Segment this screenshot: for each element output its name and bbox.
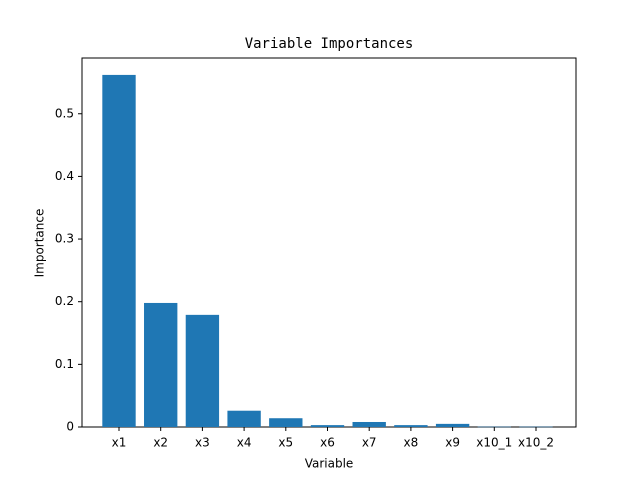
- x-tick-label: x2: [153, 436, 168, 450]
- bar: [102, 74, 136, 428]
- x-tick-label: x9: [445, 436, 460, 450]
- y-tick-label: 0: [66, 420, 74, 434]
- y-tick-label: 0.2: [55, 294, 74, 308]
- bar: [435, 423, 470, 427]
- y-tick-label: 0.4: [55, 169, 74, 183]
- x-tick-label: x10_1: [476, 436, 512, 450]
- bar: [227, 410, 261, 427]
- x-tick-label: x10_2: [518, 436, 554, 450]
- bar: [394, 425, 428, 427]
- y-axis-label: Importance: [33, 209, 47, 278]
- x-tick-label: x7: [362, 436, 377, 450]
- bar: [144, 302, 178, 427]
- x-tick-label: x3: [195, 436, 210, 450]
- bar: [310, 425, 345, 427]
- y-tick-label: 0.5: [55, 106, 74, 120]
- x-tick-label: x6: [320, 436, 335, 450]
- bar: [477, 426, 511, 428]
- bar: [352, 421, 386, 427]
- bar: [519, 426, 553, 428]
- bar: [185, 314, 220, 427]
- x-tick-label: x1: [112, 436, 127, 450]
- y-tick-label: 0.1: [55, 357, 74, 371]
- x-axis-label: Variable: [305, 457, 354, 471]
- x-tick-label: x5: [278, 436, 293, 450]
- x-tick-label: x4: [237, 436, 252, 450]
- x-tick-label: x8: [404, 436, 419, 450]
- chart-title: Variable Importances: [245, 36, 414, 52]
- y-tick-label: 0.3: [55, 232, 74, 246]
- bar: [269, 418, 303, 427]
